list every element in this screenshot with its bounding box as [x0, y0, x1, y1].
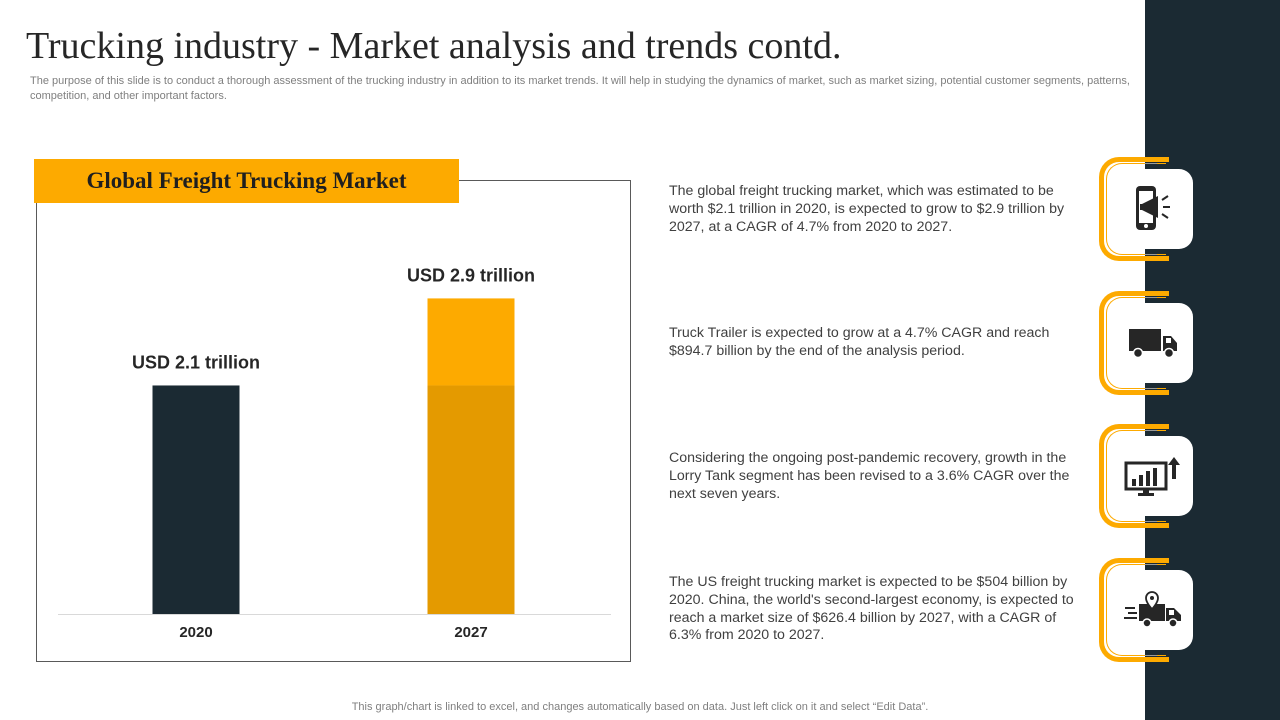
data-label-2027: USD 2.9 trillion	[407, 265, 535, 285]
insight-text-1: The global freight trucking market, whic…	[669, 183, 1065, 235]
data-label-2020: USD 2.1 trillion	[132, 352, 260, 372]
x-tick-label-2027: 2027	[454, 624, 487, 641]
bar-2027-base	[427, 385, 515, 614]
icon-card-4	[1099, 558, 1195, 662]
chart-title-banner: Global Freight Trucking Market	[34, 159, 459, 203]
insight-icon-box-1	[1113, 169, 1193, 249]
chart-title: Global Freight Trucking Market	[86, 168, 407, 193]
delivery-truck-icon	[1124, 591, 1181, 628]
x-tick-label-2020: 2020	[179, 624, 212, 641]
insight-icon-box-3	[1113, 436, 1193, 516]
bar-2027-growth	[427, 298, 515, 386]
bar-2020	[152, 385, 240, 614]
chart-footnote: This graph/chart is linked to excel, and…	[351, 701, 929, 713]
icon-card-2	[1099, 291, 1195, 395]
slide-subtitle: The purpose of this slide is to conduct …	[30, 75, 1130, 102]
phone-megaphone-icon	[1136, 186, 1170, 230]
insight-icon-box-2	[1113, 303, 1193, 383]
truck-icon	[1129, 329, 1177, 359]
icon-card-3	[1099, 424, 1195, 528]
icon-card-1	[1099, 157, 1195, 261]
insight-text-3: Considering the ongoing post-pandemic re…	[669, 450, 1070, 502]
insight-text-2: Truck Trailer is expected to grow at a 4…	[669, 325, 1050, 359]
insight-text-4: The US freight trucking market is expect…	[669, 574, 1074, 644]
growth-chart-icon	[1124, 457, 1180, 496]
insight-icon-box-4	[1113, 570, 1193, 650]
slide-title: Trucking industry - Market analysis and …	[26, 25, 842, 67]
